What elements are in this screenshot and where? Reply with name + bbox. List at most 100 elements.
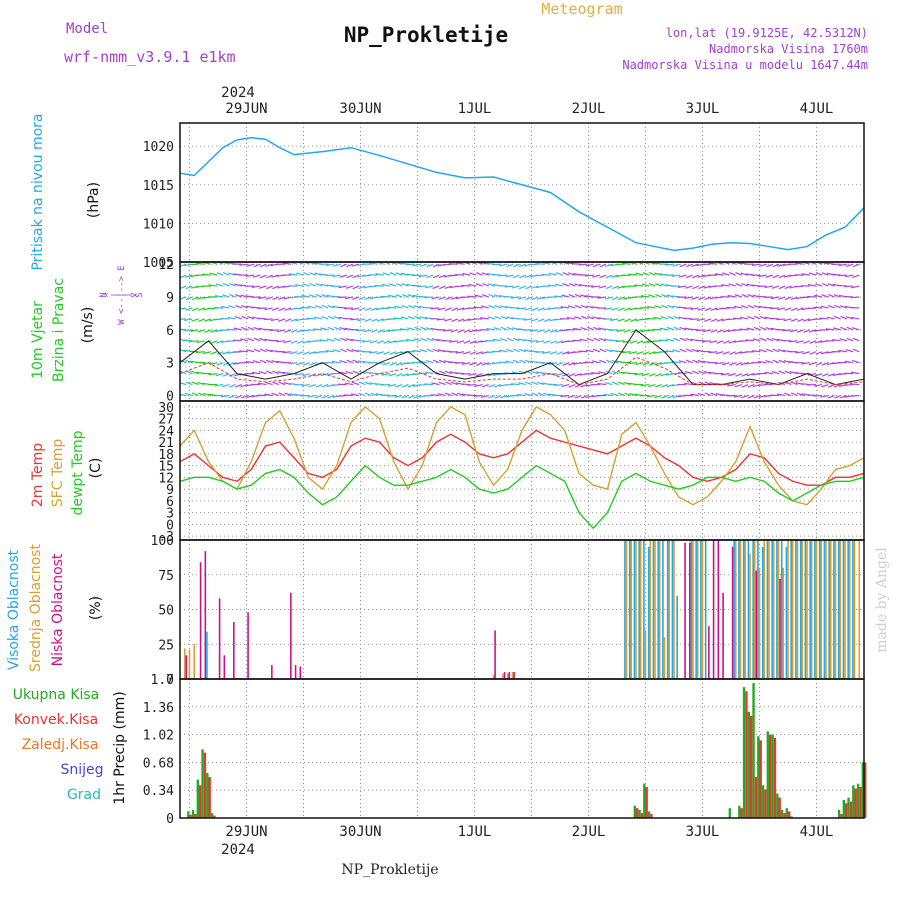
wind-arrow xyxy=(542,351,551,354)
wind-arrow xyxy=(852,263,860,268)
wind-arrow xyxy=(271,392,279,397)
wind-arrow xyxy=(667,315,675,320)
wind-arrow xyxy=(263,318,273,321)
wind-arrow xyxy=(210,340,218,344)
wind-arrow xyxy=(289,351,298,355)
wind-arrow xyxy=(265,263,273,267)
wind-arrow xyxy=(839,394,848,399)
y-tick-label: 30 xyxy=(158,401,174,416)
wind-arrow xyxy=(345,285,354,289)
wind-arrow xyxy=(567,305,576,309)
precip-legend-label: Grad xyxy=(67,787,101,803)
wind-arrow xyxy=(672,349,681,353)
wind-arrow xyxy=(690,307,699,311)
wind-arrow xyxy=(543,340,551,344)
wind-arrow xyxy=(777,349,786,353)
wind-arrow xyxy=(802,351,811,355)
wind-gust-line xyxy=(179,356,865,386)
wind-arrow xyxy=(395,362,403,366)
wind-arrow xyxy=(561,384,570,388)
wind-arrow xyxy=(370,340,378,344)
wind-arrow xyxy=(215,373,224,377)
wind-arrow xyxy=(618,381,625,386)
wind-arrow xyxy=(406,339,415,342)
wind-arrow xyxy=(334,326,341,331)
wind-arrow xyxy=(789,329,798,333)
wind-arrow xyxy=(766,348,774,353)
wind-arrow xyxy=(190,329,199,333)
wind-arrow xyxy=(784,285,792,290)
wind-arrow xyxy=(437,307,446,311)
wind-arrow xyxy=(721,284,730,287)
wind-arrow xyxy=(745,339,755,342)
wind-arrow xyxy=(191,392,199,397)
wind-arrow xyxy=(430,307,440,310)
y-tick-label: 9 xyxy=(166,483,174,498)
cloud-bar-srednja xyxy=(744,540,747,679)
temperature-series-2m-temp xyxy=(179,429,865,486)
wind-arrow xyxy=(351,381,360,386)
wind-arrow xyxy=(734,384,743,388)
wind-arrow xyxy=(772,359,780,364)
wind-arrow xyxy=(481,384,489,388)
cloud-bar-visoka xyxy=(671,540,674,679)
wind-arrow xyxy=(530,285,539,289)
cloud-bar-niska xyxy=(204,551,207,679)
precip-bar-total xyxy=(852,785,855,818)
wind-arrow xyxy=(506,316,514,320)
wind-arrow xyxy=(321,294,329,298)
wind-arrow xyxy=(574,316,582,320)
wind-arrow xyxy=(671,274,681,277)
cloud-bar-srednja xyxy=(782,567,785,679)
wind-arrow xyxy=(580,315,588,320)
day-label-top: 1JUL xyxy=(458,101,492,117)
y-tick-label: 6 xyxy=(166,324,174,339)
day-label-bottom: 30JUN xyxy=(339,824,381,840)
wind-arrow xyxy=(518,296,526,300)
y-tick-label: 75 xyxy=(158,569,174,584)
wind-arrow xyxy=(850,296,860,299)
precip-bar-convective xyxy=(840,813,843,818)
wind-arrow xyxy=(266,274,273,279)
wind-arrow xyxy=(753,304,761,309)
cloud-bar-visoka xyxy=(809,540,811,679)
wind-arrow xyxy=(180,274,187,279)
cloud-bar-visoka xyxy=(657,540,659,679)
wind-arrow xyxy=(562,362,570,366)
cloud-bar-visoka xyxy=(771,540,773,679)
wind-arrow xyxy=(585,349,594,353)
wind-arrow xyxy=(332,360,341,364)
wind-arrow xyxy=(677,371,687,375)
wind-arrow xyxy=(235,304,242,309)
y-tick-label: 27 xyxy=(158,413,174,428)
wind-arrow xyxy=(586,305,594,309)
temp-2m-title: 2m Temp xyxy=(30,443,46,507)
wind-arrow xyxy=(302,340,310,344)
wind-arrow xyxy=(511,285,520,289)
wind-arrow xyxy=(228,394,236,399)
wind-arrow xyxy=(628,362,638,365)
wind-arrow xyxy=(394,394,403,398)
wind-arrow xyxy=(666,338,675,342)
wind-arrow xyxy=(505,360,514,364)
wind-arrow xyxy=(265,296,273,300)
precip-axis-title: 1hr Precip (mm) xyxy=(112,691,128,804)
wind-arrow xyxy=(778,285,786,290)
wind-arrow xyxy=(580,294,588,298)
wind-arrow xyxy=(766,263,774,268)
wind-arrow xyxy=(492,338,502,342)
wind-arrow xyxy=(759,263,767,267)
wind-arrow xyxy=(784,296,792,301)
wind-arrow xyxy=(426,274,434,279)
cloud-mid-title: Srednja Oblacnost xyxy=(28,544,44,672)
wind-arrow xyxy=(598,285,607,289)
wind-arrow xyxy=(554,295,563,298)
precip-bar-convective xyxy=(745,691,748,818)
cloud-bar-visoka xyxy=(804,540,807,679)
wind-arrow xyxy=(629,392,638,397)
wind-arrow xyxy=(474,294,483,298)
wind-arrow xyxy=(634,373,644,376)
wind-arrow xyxy=(537,329,545,333)
wind-arrow xyxy=(185,285,193,290)
cloud-bar-visoka xyxy=(785,546,788,679)
